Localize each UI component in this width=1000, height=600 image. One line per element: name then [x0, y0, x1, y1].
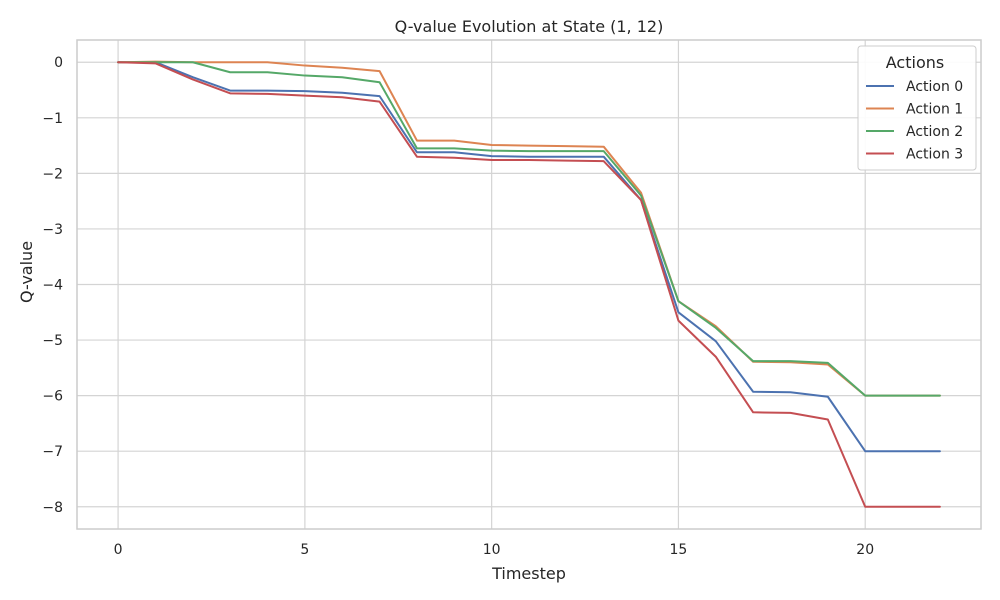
y-tick-label: −7 [42, 444, 63, 460]
series-line-action-2 [117, 61, 941, 397]
legend-label-action-1: Action 1 [906, 102, 963, 118]
y-tick-label: 0 [54, 55, 63, 71]
grid [77, 40, 981, 529]
y-tick-label: −2 [42, 166, 63, 182]
series-lines [117, 60, 941, 508]
x-tick-label: 10 [483, 542, 501, 558]
x-tick-label: 5 [300, 542, 309, 558]
legend-label-action-2: Action 2 [906, 124, 963, 140]
y-tick-label: −8 [42, 500, 63, 516]
y-tick-label: −3 [42, 222, 63, 238]
y-tick-label: −4 [42, 278, 63, 294]
legend-label-action-3: Action 3 [906, 147, 963, 163]
y-axis-label: Q-value [17, 241, 36, 303]
legend-box [857, 45, 977, 171]
legend-items: Action 0 Action 1 Action 2 Action 3 [866, 79, 963, 163]
y-tick-label: −5 [42, 333, 63, 349]
y-tick-label: −1 [42, 111, 63, 127]
y-tick-labels: 0 −1 −2 −3 −4 −5 −6 −7 −8 [42, 55, 63, 516]
series-line-action-1 [117, 60, 941, 397]
series-line-action-3 [117, 61, 941, 508]
chart-title: Q-value Evolution at State (1, 12) [395, 17, 664, 36]
x-tick-label: 20 [856, 542, 874, 558]
plot-frame [76, 39, 982, 530]
legend: Actions Action 0 Action 1 Action 2 Action 3 [857, 45, 977, 171]
legend-label-action-0: Action 0 [906, 79, 963, 95]
x-tick-labels: 0 5 10 15 20 [114, 542, 874, 558]
legend-title: Actions [886, 53, 944, 72]
x-tick-label: 0 [114, 542, 123, 558]
x-tick-label: 15 [670, 542, 688, 558]
series-line-action-0 [117, 61, 941, 453]
x-axis-label: Timestep [491, 564, 566, 583]
y-tick-label: −6 [42, 389, 63, 405]
